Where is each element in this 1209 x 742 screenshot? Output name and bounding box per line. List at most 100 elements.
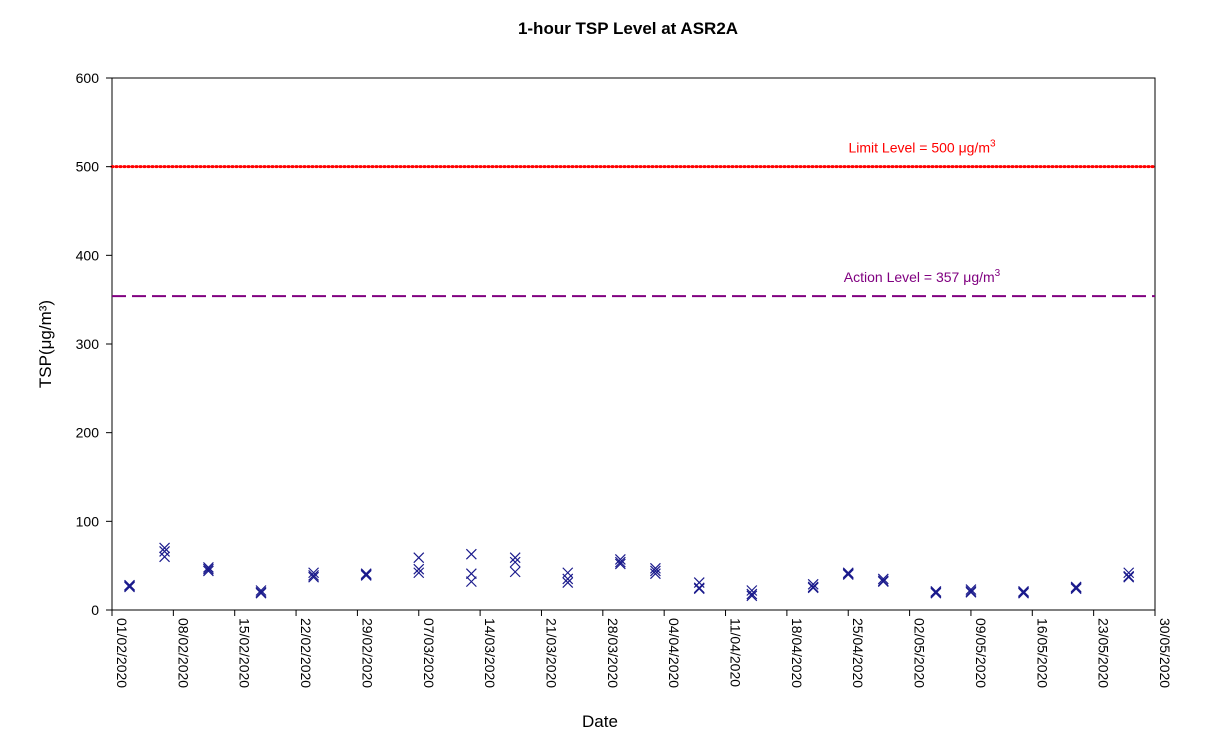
data-point-marker — [413, 567, 425, 579]
reference-line-label: Limit Level = 500 μg/m3 — [848, 139, 996, 156]
data-point-marker — [509, 566, 521, 578]
data-point-marker — [255, 586, 267, 598]
x-tick-label: 04/04/2020 — [666, 618, 682, 688]
data-points — [124, 542, 1135, 602]
data-point-marker — [202, 563, 214, 575]
x-tick-label: 22/02/2020 — [298, 618, 314, 688]
x-axis: 01/02/2020 08/02/2020 15/02/2020 22/02/2020… — [111, 610, 1173, 688]
data-point-marker — [1070, 581, 1082, 593]
data-point-marker — [842, 567, 854, 579]
data-point-marker — [614, 556, 626, 568]
data-point-marker — [693, 583, 705, 595]
data-point-marker — [649, 565, 661, 577]
data-point-marker — [965, 586, 977, 598]
data-point-marker — [1123, 567, 1135, 579]
reference-line-label-sup: 3 — [995, 268, 1001, 279]
data-point-marker — [930, 585, 942, 597]
y-tick-label: 400 — [76, 247, 100, 263]
y-tick-label: 600 — [76, 70, 100, 86]
x-tick-label: 14/03/2020 — [482, 618, 498, 688]
chart-title: 1-hour TSP Level at ASR2A — [518, 19, 738, 38]
data-point-marker — [202, 565, 214, 577]
data-point-marker — [842, 568, 854, 580]
data-point-marker — [465, 568, 477, 580]
data-point-marker — [562, 573, 574, 585]
reference-line-label: Action Level = 357 μg/m3 — [844, 268, 1001, 285]
data-point-marker — [965, 584, 977, 596]
data-point-marker — [842, 569, 854, 580]
data-point-marker — [562, 577, 574, 588]
reference-line-label-text: Limit Level = 500 — [848, 140, 958, 156]
x-tick-label: 15/02/2020 — [237, 618, 253, 688]
data-point-marker — [202, 562, 214, 573]
data-point-marker — [746, 588, 758, 600]
x-tick-label: 07/03/2020 — [421, 618, 437, 688]
data-point-marker — [159, 551, 171, 563]
data-point-marker — [649, 562, 661, 574]
data-point-marker — [308, 569, 320, 581]
reference-line-label-sup: 3 — [990, 139, 996, 150]
y-tick-label: 500 — [76, 159, 100, 175]
x-tick-label: 01/02/2020 — [114, 618, 130, 688]
data-point-marker — [1018, 587, 1029, 599]
data-point-marker — [159, 542, 171, 554]
data-point-marker — [465, 548, 477, 560]
data-point-marker — [746, 585, 758, 596]
data-point-marker — [255, 585, 267, 596]
data-point-marker — [649, 568, 661, 580]
data-point-marker — [614, 554, 626, 565]
x-axis-label: Date — [582, 712, 618, 731]
y-axis: 0 100 200 300 400 500 600 — [76, 70, 112, 618]
data-point-marker — [360, 568, 372, 580]
data-point-marker — [360, 569, 372, 580]
x-tick-label: 18/04/2020 — [789, 618, 805, 688]
data-point-marker — [124, 579, 135, 591]
plot-frame — [111, 77, 1156, 611]
x-tick-label: 02/05/2020 — [912, 618, 928, 688]
x-tick-label: 09/05/2020 — [973, 618, 989, 688]
data-point-marker — [965, 585, 977, 597]
data-point-marker — [1123, 570, 1135, 582]
data-point-marker — [1123, 571, 1135, 583]
reference-line-label-unit: μg/m — [963, 269, 994, 285]
y-tick-label: 300 — [76, 336, 100, 352]
data-point-marker — [124, 580, 135, 592]
data-point-marker — [413, 552, 425, 564]
data-point-marker — [308, 567, 320, 579]
y-tick-label: 0 — [91, 602, 99, 618]
data-point-marker — [1018, 585, 1029, 597]
data-point-marker — [509, 556, 521, 568]
x-tick-label: 29/02/2020 — [359, 618, 375, 688]
x-tick-label: 11/04/2020 — [728, 618, 744, 687]
data-point-marker — [746, 590, 758, 602]
data-point-marker — [807, 578, 819, 590]
reference-line-label-unit: μg/m — [959, 140, 990, 156]
y-axis-label: TSP(μg/m³) — [36, 300, 55, 388]
x-tick-label: 28/03/2020 — [605, 618, 621, 688]
data-point-marker — [308, 571, 320, 583]
data-point-marker — [1018, 586, 1029, 598]
data-point-marker — [930, 586, 942, 598]
x-tick-label: 25/04/2020 — [850, 618, 866, 688]
data-point-marker — [930, 587, 942, 599]
data-point-marker — [807, 582, 819, 594]
x-tick-label: 23/05/2020 — [1096, 618, 1112, 688]
data-point-marker — [159, 546, 171, 557]
y-tick-label: 100 — [76, 513, 100, 529]
data-point-marker — [465, 576, 477, 588]
data-point-marker — [255, 587, 267, 599]
data-point-marker — [509, 552, 521, 564]
data-point-marker — [693, 582, 705, 594]
data-point-marker — [877, 573, 889, 585]
data-point-marker — [360, 569, 372, 581]
x-tick-label: 30/05/2020 — [1157, 618, 1173, 688]
x-tick-label: 16/05/2020 — [1034, 618, 1050, 688]
reference-line-label-text: Action Level = 357 — [844, 269, 963, 285]
x-tick-label: 21/03/2020 — [543, 618, 559, 688]
x-tick-label: 08/02/2020 — [175, 618, 191, 688]
data-point-marker — [1070, 583, 1082, 595]
data-point-marker — [124, 581, 135, 593]
data-point-marker — [877, 576, 889, 588]
